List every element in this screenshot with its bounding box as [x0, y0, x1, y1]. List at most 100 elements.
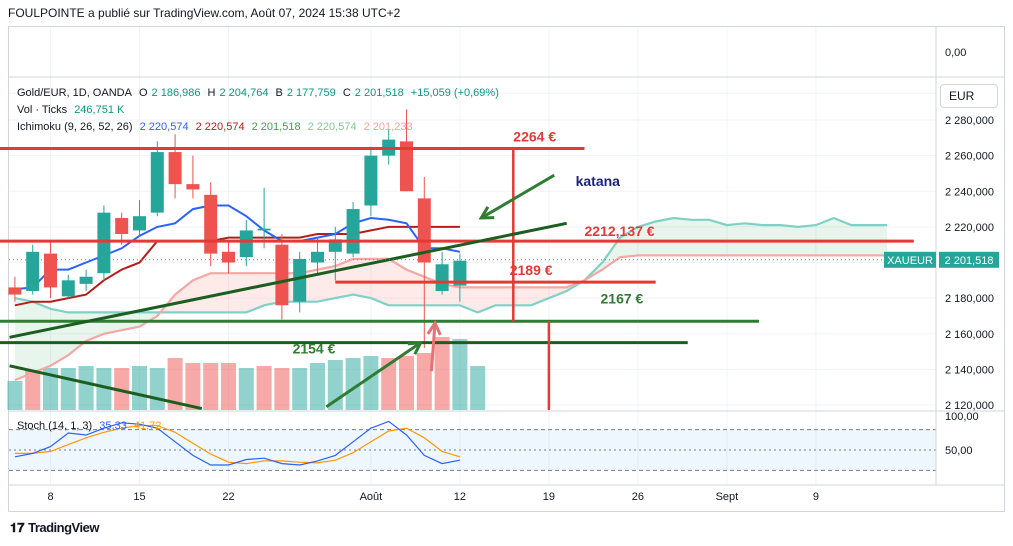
- candle-body: [44, 253, 57, 288]
- y-tick-label: 2 280,000: [945, 115, 994, 127]
- x-tick-label: 26: [632, 491, 644, 503]
- candle-body: [400, 141, 413, 192]
- volume-bar: [452, 339, 468, 410]
- currency-label: EUR: [949, 89, 975, 103]
- volume-bar: [470, 366, 486, 410]
- volume-bar: [25, 370, 41, 410]
- tenkan-line: [14, 204, 461, 291]
- volume-bar: [185, 363, 201, 410]
- cloud-segment: [228, 273, 247, 313]
- legend-volume: Vol · Ticks 246,751 K: [17, 104, 128, 116]
- cloud-segment: [691, 219, 710, 256]
- symbol-label[interactable]: Gold/EUR, 1D, OANDA: [17, 87, 132, 99]
- x-tick-label: 22: [222, 491, 234, 503]
- cloud-segment: [655, 217, 674, 256]
- chart-frame: [8, 26, 1005, 512]
- stoch-d-value: 41,72: [133, 420, 162, 432]
- cloud-segment: [192, 273, 211, 313]
- kijun-value: 2 220,574: [195, 121, 245, 133]
- x-tick-label: 19: [543, 491, 555, 503]
- candle-body: [346, 209, 360, 254]
- candle-body: [204, 194, 218, 254]
- volume-bar: [203, 363, 219, 410]
- x-tick-label: Sept: [716, 491, 739, 503]
- candle-body: [364, 155, 378, 206]
- annotation-label: 2167 €: [601, 290, 644, 306]
- span-b-value: 2 201,233: [363, 121, 413, 133]
- volume-bar: [132, 366, 147, 410]
- stoch-label[interactable]: Stoch (14, 1, 3): [17, 420, 93, 432]
- cloud-segment: [246, 273, 265, 313]
- volume-bar: [292, 368, 308, 410]
- tradingview-logo-icon: 𝟏𝟕: [10, 520, 25, 535]
- span-b-line: [14, 254, 888, 382]
- tradingview-brand[interactable]: 𝟏𝟕 TradingView: [10, 520, 99, 536]
- indicator-lines: [14, 204, 888, 382]
- cloud-segment: [210, 273, 229, 313]
- ichimoku-label[interactable]: Ichimoku (9, 26, 52, 26): [17, 121, 133, 133]
- volume-bar: [256, 366, 272, 410]
- currency-button[interactable]: EUR: [940, 84, 998, 108]
- volume-bar: [310, 363, 325, 410]
- candle-body: [453, 260, 467, 286]
- stoch-tick-label: 50,00: [945, 445, 973, 457]
- annotation-label: 2189 €: [510, 262, 553, 278]
- volume-bar: [274, 368, 290, 410]
- volume-bar: [381, 358, 397, 410]
- trend-line: [9, 221, 568, 339]
- candle-body: [79, 276, 93, 284]
- cloud-segment: [673, 217, 692, 256]
- span-a-value: 2 220,574: [307, 121, 357, 133]
- candle-body: [97, 212, 111, 274]
- volume-bar: [7, 381, 23, 410]
- y-tick-label: 2 140,000: [945, 364, 994, 376]
- user-drawings: 2264 € katana 2212,137 € 2189 € 2167 € 2154 €: [0, 128, 914, 411]
- stoch-band: [9, 429, 936, 471]
- arrow-down-red-head: [426, 319, 442, 336]
- stoch-d-line: [14, 424, 461, 465]
- cloud-segment: [637, 221, 656, 256]
- candle-body: [417, 198, 431, 263]
- cloud-segment: [744, 223, 763, 256]
- cloud-segment: [353, 258, 371, 299]
- ichimoku-cloud: [14, 217, 888, 381]
- cloud-segment: [709, 219, 727, 256]
- high-value: 2 204,764: [219, 87, 269, 99]
- candle-body: [239, 230, 253, 258]
- candle-body: [435, 264, 449, 291]
- brand-name: TradingView: [28, 520, 99, 535]
- volume-label[interactable]: Vol · Ticks: [17, 104, 68, 116]
- y-tick-label: 2 260,000: [945, 151, 994, 163]
- x-tick-label: Août: [360, 491, 383, 503]
- price-tag-value: 2 201,518: [945, 255, 994, 267]
- x-tick-label: 15: [133, 491, 145, 503]
- cloud-segment: [32, 301, 51, 373]
- close-label: C: [342, 87, 351, 99]
- cloud-segment: [495, 287, 514, 306]
- y-tick-label: 2 220,000: [945, 222, 994, 234]
- candle-body: [293, 258, 307, 302]
- y-tick-label: 2 120,000: [945, 400, 994, 412]
- stochastic-pane: 100,00 50,00: [9, 411, 979, 471]
- lagging-value: 2 201,518: [251, 121, 301, 133]
- cloud-segment: [50, 308, 69, 366]
- volume-bar: [416, 353, 432, 410]
- annotation-label: 2264 €: [513, 128, 556, 144]
- y-tick-label: 2 160,000: [945, 329, 994, 341]
- x-tick-label: 9: [813, 491, 819, 503]
- candle-body: [61, 280, 75, 297]
- tenkan-value: 2 220,574: [139, 121, 189, 133]
- axes: 0,00 2 280,000 2 260,000 2 240,000 2 220,000…: [9, 27, 1005, 503]
- candle-body: [168, 152, 182, 185]
- volume-bar: [149, 368, 165, 410]
- y-tick-label: 0,00: [945, 47, 966, 59]
- x-tick-label: 12: [454, 491, 466, 503]
- y-tick-label: 2 240,000: [945, 186, 994, 198]
- arrow-katana-head: [478, 206, 495, 220]
- stoch-k-line: [14, 420, 461, 466]
- candle-body: [257, 228, 271, 231]
- arrow-support: [325, 341, 422, 409]
- candle-body: [26, 251, 40, 291]
